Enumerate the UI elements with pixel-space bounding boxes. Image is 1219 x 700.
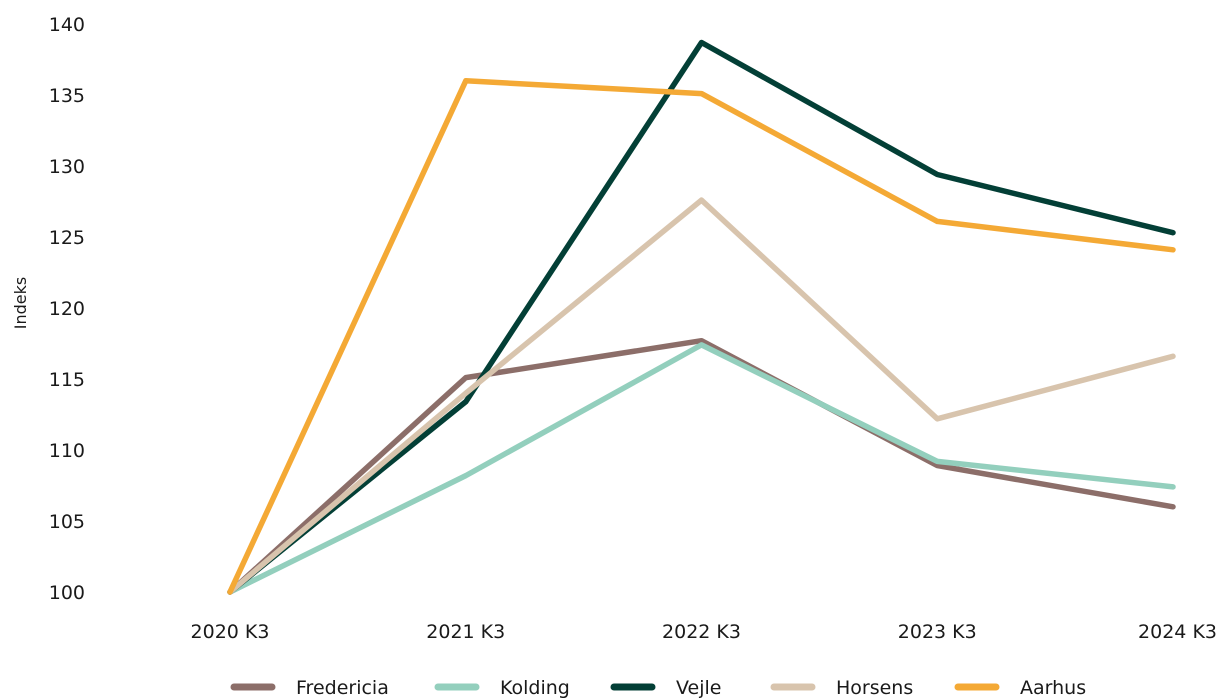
x-tick-label: 2023 K3	[898, 621, 977, 643]
y-tick-label: 140	[49, 14, 85, 36]
x-axis-ticks: 2020 K3 2021 K3 2022 K3 2023 K3 2024 K3	[191, 621, 1217, 643]
y-tick-label: 105	[49, 511, 85, 533]
legend-label-vejle: Vejle	[676, 677, 721, 699]
series-lines	[227, 39, 1176, 595]
y-axis-title: Indeks	[11, 277, 30, 329]
x-tick-label: 2020 K3	[191, 621, 270, 643]
y-tick-label: 125	[49, 227, 85, 249]
series-line-fredericia	[227, 337, 1176, 595]
y-axis-ticks: 100 105 110 115 120 125 130 135 140	[49, 14, 85, 604]
x-tick-label: 2021 K3	[426, 621, 505, 643]
y-tick-label: 110	[49, 440, 85, 462]
x-tick-label: 2022 K3	[662, 621, 741, 643]
legend-label-kolding: Kolding	[500, 677, 570, 699]
series-line-aarhus	[227, 78, 1176, 595]
legend-label-aarhus: Aarhus	[1020, 677, 1086, 699]
series-line-vejle	[227, 39, 1176, 595]
x-tick-label: 2024 K3	[1138, 621, 1217, 643]
legend: Fredericia Kolding Vejle Horsens Aarhus	[230, 677, 1086, 699]
y-tick-label: 120	[49, 298, 85, 320]
legend-label-horsens: Horsens	[836, 677, 913, 699]
series-line-kolding	[227, 342, 1176, 595]
y-tick-label: 130	[49, 156, 85, 178]
y-tick-label: 100	[49, 582, 85, 604]
series-line-horsens	[227, 197, 1176, 595]
legend-label-fredericia: Fredericia	[296, 677, 389, 699]
y-tick-label: 135	[49, 85, 85, 107]
y-tick-label: 115	[49, 369, 85, 391]
